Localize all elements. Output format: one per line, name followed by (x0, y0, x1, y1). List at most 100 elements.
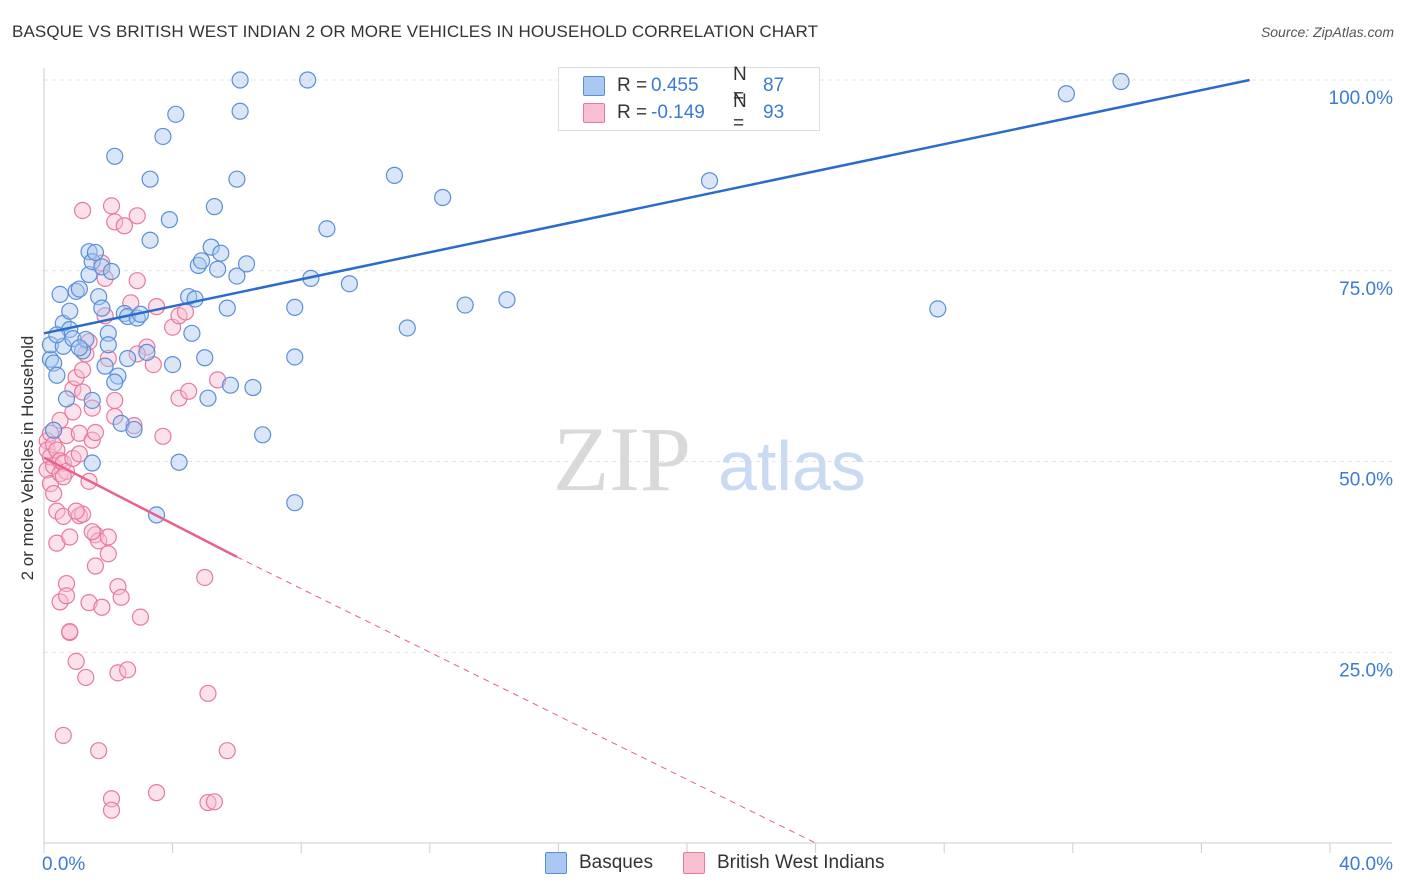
basques-point-76 (498, 291, 516, 309)
watermark: ZIP atlas (553, 408, 866, 510)
basques-point-23 (93, 299, 111, 317)
bwi-point-42 (80, 594, 98, 612)
bwi-point-92 (83, 523, 101, 541)
legend-r-value: -0.149 (651, 102, 705, 123)
stats-legend: R = 0.455 N = 87 R = -0.149 N = 93 (558, 64, 820, 134)
bwi-point-89 (99, 528, 117, 546)
bwi-point-54 (99, 545, 117, 563)
basques-point-58 (218, 299, 236, 317)
bwi-point-78 (170, 389, 188, 407)
basques-point-54 (202, 238, 220, 256)
bwi-point-69 (128, 207, 146, 225)
basques-point-62 (231, 102, 249, 120)
basques-point-5 (51, 285, 69, 304)
basques-point-21 (86, 243, 105, 262)
basques-point-59 (221, 376, 240, 394)
basques-point-19 (83, 391, 101, 410)
bwi-point-45 (86, 423, 105, 442)
legend-r-label: R = (617, 75, 648, 96)
basques-point-46 (170, 453, 188, 471)
basques-point-42 (154, 127, 172, 146)
basques-point-78 (929, 300, 947, 318)
bwi-point-64 (115, 217, 133, 235)
basques-point-61 (228, 267, 246, 285)
basques-point-16 (80, 265, 98, 284)
basques-point-79 (1057, 85, 1075, 103)
chart-title: BASQUE VS BRITISH WEST INDIAN 2 OR MORE … (12, 22, 819, 41)
basques-point-77 (700, 172, 719, 190)
bwi-point-65 (118, 661, 137, 679)
legend-n-label: N = (733, 91, 747, 134)
axes (43, 68, 1392, 853)
bwi-point-80 (180, 382, 198, 400)
legend-row-bwi: R = -0.149 N = 93 (583, 91, 784, 134)
basques-point-73 (398, 319, 416, 337)
basques-point-4 (48, 366, 66, 384)
y-tick-label-0: 25.0% (1339, 660, 1393, 681)
basques-point-10 (61, 302, 79, 320)
bwi-point-21 (57, 574, 76, 593)
legend-row-basques: R = 0.455 N = 87 (583, 64, 785, 107)
bwi-point-63 (112, 588, 130, 606)
bwi-point-84 (205, 793, 223, 811)
basques-point-85 (70, 339, 88, 357)
series-british-west-indians (38, 197, 236, 819)
bwi-point-59 (106, 391, 124, 410)
bwi-point-30 (67, 652, 85, 671)
basques-point-53 (199, 389, 217, 407)
y-tick-label-1: 50.0% (1339, 470, 1393, 491)
basques-point-45 (167, 105, 185, 123)
basques-point-39 (141, 170, 159, 188)
basques-point-68 (286, 494, 304, 512)
legend-n-value: 87 (763, 75, 785, 96)
bwi-point-70 (131, 608, 150, 626)
basques-point-18 (83, 252, 101, 271)
basques-point-3 (45, 421, 63, 439)
legend-item-basques[interactable]: Basques (545, 852, 653, 874)
bwi-point-62 (109, 578, 127, 596)
bwi-point-49 (90, 742, 108, 760)
basques-point-8 (57, 390, 76, 408)
bwi-point-86 (218, 742, 236, 760)
x-tick-label-min: 0.0% (42, 854, 85, 875)
basques-point-11 (64, 330, 82, 348)
bwi-point-6 (45, 436, 63, 454)
legend-n-label: N = (733, 64, 747, 107)
basques-point-49 (186, 290, 204, 308)
legend-label-bwi: British West Indians (716, 852, 885, 873)
bwi-point-24 (61, 528, 79, 546)
basques-point-20 (83, 454, 101, 472)
basques-point-56 (209, 260, 227, 278)
bwi-point-75 (154, 427, 172, 445)
basques-point-1 (41, 336, 60, 354)
bwi-point-57 (102, 801, 121, 819)
basques-point-65 (254, 426, 272, 444)
bwi-point-61 (109, 664, 127, 682)
basques-point-71 (340, 275, 359, 293)
x-tick-label-max: 40.0% (1339, 854, 1393, 875)
y-tick-label-3: 100.0% (1329, 88, 1394, 109)
bwi-point-51 (93, 598, 111, 616)
legend-item-bwi[interactable]: British West Indians (682, 852, 885, 874)
series-legend: Basques British West Indians (545, 852, 915, 874)
series-basques (41, 71, 1130, 524)
bwi-point-19 (57, 426, 76, 445)
gridlines (44, 79, 1392, 653)
basques-point-50 (189, 256, 207, 275)
legend-label-basques: Basques (579, 852, 653, 873)
basques-point-12 (67, 282, 85, 300)
bwi-point-22 (57, 587, 76, 605)
basques-point-64 (244, 378, 262, 397)
legend-r-label: R = (617, 102, 648, 123)
bwi-point-48 (90, 532, 108, 550)
bwi-point-46 (86, 557, 105, 575)
basques-point-81 (231, 71, 249, 89)
basques-point-70 (318, 220, 336, 238)
bwi-point-83 (199, 684, 217, 703)
basques-point-60 (228, 170, 246, 188)
watermark-atlas: atlas (718, 427, 866, 505)
basques-point-63 (237, 255, 256, 273)
bwi-point-68 (128, 272, 146, 290)
bwi-point-67 (125, 417, 143, 435)
